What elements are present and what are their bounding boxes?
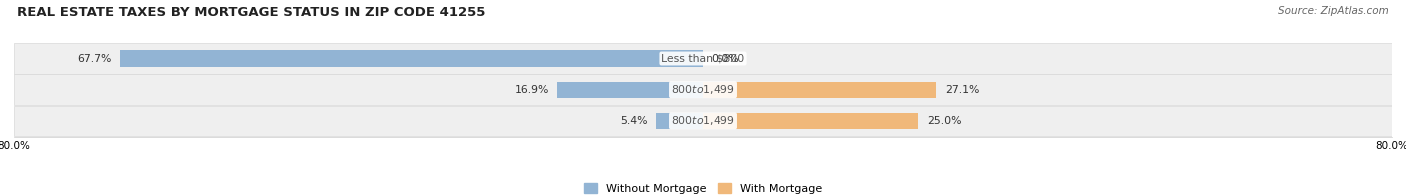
Bar [120,50,703,67]
Bar [14,74,1392,105]
Legend: Without Mortgage, With Mortgage: Without Mortgage, With Mortgage [579,179,827,195]
Text: $800 to $1,499: $800 to $1,499 [671,83,735,96]
Bar [703,113,918,129]
Bar [657,113,703,129]
Text: Source: ZipAtlas.com: Source: ZipAtlas.com [1278,6,1389,16]
Bar [703,82,936,98]
Bar [557,82,703,98]
Text: 0.0%: 0.0% [711,53,740,64]
Text: 16.9%: 16.9% [515,85,548,95]
Text: 25.0%: 25.0% [927,116,962,126]
Text: Less than $800: Less than $800 [661,53,745,64]
Bar [14,43,1392,74]
Text: REAL ESTATE TAXES BY MORTGAGE STATUS IN ZIP CODE 41255: REAL ESTATE TAXES BY MORTGAGE STATUS IN … [17,6,485,19]
Text: $800 to $1,499: $800 to $1,499 [671,114,735,127]
Text: 27.1%: 27.1% [945,85,980,95]
Text: 5.4%: 5.4% [620,116,648,126]
Text: 67.7%: 67.7% [77,53,111,64]
Bar [14,106,1392,136]
